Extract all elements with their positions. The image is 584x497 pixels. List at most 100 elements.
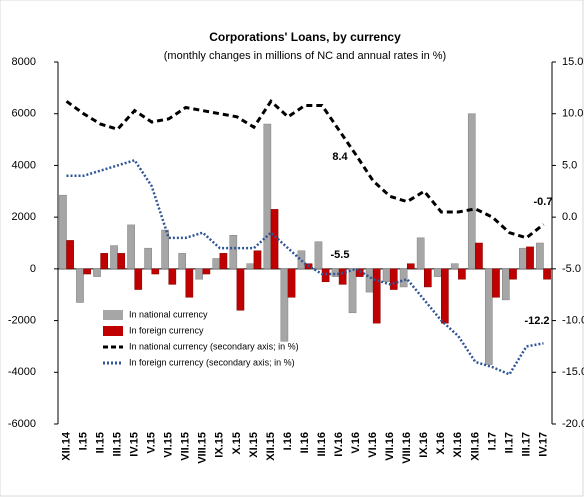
x-tick-label: XII.14 <box>60 431 72 461</box>
y-tick-label: 4000 <box>12 159 36 171</box>
bar <box>168 268 177 285</box>
x-tick-label: III.16 <box>316 432 328 456</box>
x-tick-label: X.15 <box>231 432 243 455</box>
bar <box>66 240 74 270</box>
bar <box>399 268 408 288</box>
line <box>66 158 544 376</box>
annotation: -0.7 <box>534 196 553 208</box>
bar <box>246 263 255 270</box>
bar <box>433 268 442 277</box>
y2-tick-label: 10.0 <box>562 108 583 120</box>
y2-tick-label: -20.0 <box>562 418 584 430</box>
bar <box>76 268 84 303</box>
bar <box>314 241 323 270</box>
bar <box>331 268 340 277</box>
y2-tick-label: -5.0 <box>562 263 581 275</box>
y2-tick-label: 0.0 <box>562 211 577 223</box>
bar <box>467 113 476 270</box>
legend-swatch <box>103 326 123 336</box>
chart-subtitle: (monthly changes in millions of NC and a… <box>164 50 446 62</box>
x-tick-label: II.16 <box>299 432 311 453</box>
bar <box>297 250 306 270</box>
x-tick-label: XII.16 <box>469 432 481 461</box>
bar <box>270 209 279 270</box>
x-tick-label: XI.16 <box>452 432 464 458</box>
y2-tick-label: -15.0 <box>562 366 584 378</box>
x-tick-label: VII.16 <box>384 432 396 461</box>
bar <box>144 247 152 270</box>
legend-label: In national currency (secondary axis; in… <box>129 341 299 351</box>
y2-tick-label: 15.0 <box>562 56 583 68</box>
bar <box>236 268 245 311</box>
bar <box>484 268 493 365</box>
bar <box>219 253 228 270</box>
bar <box>229 234 238 270</box>
bar <box>406 263 415 270</box>
bar <box>127 224 135 270</box>
bar <box>93 268 101 277</box>
x-tick-label: III.17 <box>520 432 532 456</box>
legend-label: In national currency <box>129 309 208 319</box>
bar <box>110 245 118 270</box>
bar <box>423 268 432 288</box>
legend-label: In foreign currency <box>129 325 204 335</box>
bar <box>389 268 398 290</box>
x-tick-label: IV.16 <box>333 432 345 457</box>
bar <box>212 258 221 270</box>
bar <box>519 247 527 270</box>
legend-label: In foreign currency (secondary axis; in … <box>129 357 295 367</box>
x-tick-label: I.17 <box>486 432 498 450</box>
legend-swatch <box>103 310 123 320</box>
bar <box>151 268 160 275</box>
bar <box>321 268 330 283</box>
bar <box>134 268 143 290</box>
y-tick-label: -4000 <box>8 366 36 378</box>
bar <box>536 242 544 270</box>
y-tick-label: 0 <box>30 263 36 275</box>
x-tick-label: I.16 <box>282 432 294 450</box>
y-tick-label: 8000 <box>12 56 36 68</box>
y-tick-label: -2000 <box>8 314 36 326</box>
bar <box>502 268 510 301</box>
x-tick-label: IX.16 <box>418 432 430 458</box>
bar <box>458 268 466 280</box>
bar <box>492 268 500 298</box>
y2-tick-label: -10.0 <box>562 314 584 326</box>
y-tick-label: -6000 <box>8 418 36 430</box>
bar <box>263 123 272 270</box>
bar <box>509 268 517 280</box>
x-tick-label: IV.17 <box>537 432 549 457</box>
bar <box>202 268 211 275</box>
x-tick-label: I.15 <box>77 432 89 450</box>
bar <box>195 268 204 280</box>
bar <box>280 268 289 342</box>
bar <box>475 242 483 270</box>
bar <box>59 194 67 270</box>
bar <box>382 268 391 283</box>
bar <box>450 263 459 270</box>
x-tick-label: VIII.16 <box>401 432 413 464</box>
x-tick-label: II.17 <box>503 432 515 453</box>
annotation: -5.5 <box>331 249 350 261</box>
bar <box>100 253 108 270</box>
x-tick-label: V.16 <box>350 432 362 454</box>
bar <box>117 253 126 270</box>
x-tick-label: II.15 <box>94 432 106 453</box>
x-tick-label: XII.15 <box>265 432 277 461</box>
bar <box>355 268 364 277</box>
bar <box>83 268 91 275</box>
bar <box>287 268 296 298</box>
bar <box>441 268 449 324</box>
y-tick-label: 6000 <box>12 108 36 120</box>
y-tick-label: 2000 <box>12 211 36 223</box>
bar <box>372 268 381 324</box>
x-tick-label: VI.16 <box>367 432 379 458</box>
x-tick-label: VII.15 <box>180 432 192 461</box>
x-tick-label: V.15 <box>146 432 158 454</box>
annotation: 8.4 <box>332 151 348 163</box>
x-tick-label: X.16 <box>435 432 447 455</box>
x-tick-label: III.15 <box>112 432 124 456</box>
bar <box>161 229 169 270</box>
